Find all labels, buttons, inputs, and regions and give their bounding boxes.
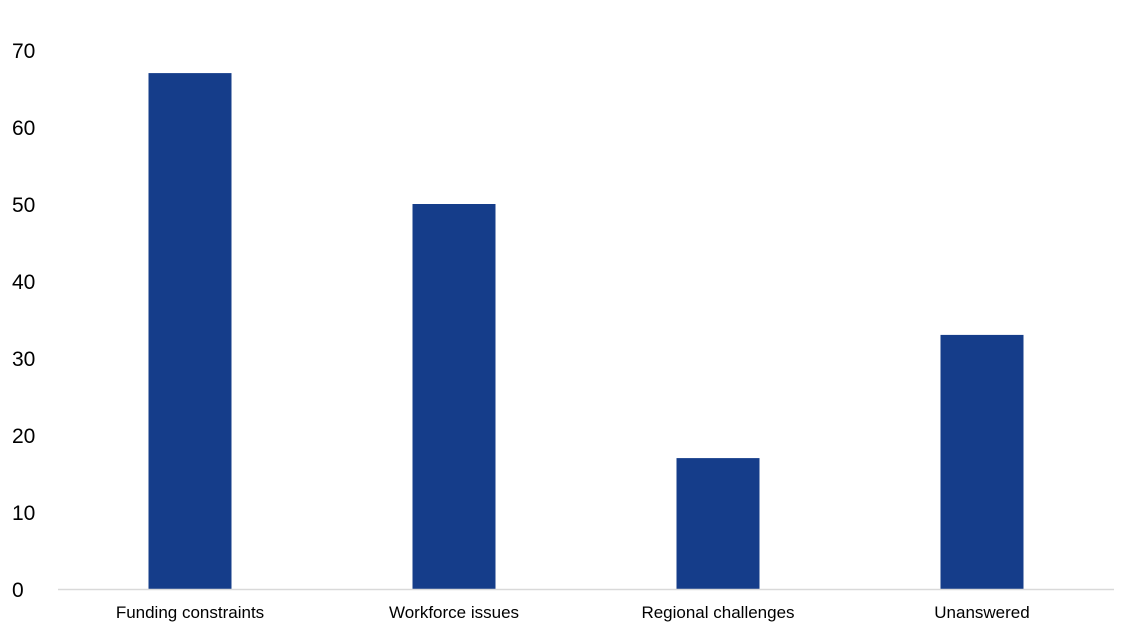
y-tick-label: 40 bbox=[12, 271, 35, 294]
bar bbox=[148, 73, 232, 590]
bar bbox=[676, 458, 760, 589]
bar bbox=[940, 334, 1024, 589]
y-tick-label: 20 bbox=[12, 425, 35, 448]
y-tick-label: 70 bbox=[12, 40, 35, 63]
y-tick-label: 30 bbox=[12, 348, 35, 371]
x-tick-label: Regional challenges bbox=[641, 603, 794, 622]
y-tick-label: 50 bbox=[12, 194, 35, 217]
y-tick-label: 10 bbox=[12, 502, 35, 525]
y-axis-ticks: 0 10 20 30 40 50 60 70 bbox=[12, 40, 35, 602]
x-tick-label: Funding constraints bbox=[116, 603, 264, 622]
x-axis-labels: Funding constraints Workforce issues Regio… bbox=[116, 603, 1030, 622]
bars bbox=[148, 73, 1024, 590]
x-tick-label: Workforce issues bbox=[389, 603, 519, 622]
y-tick-label: 60 bbox=[12, 117, 35, 140]
y-tick-label: 0 bbox=[12, 579, 24, 602]
bar bbox=[412, 204, 496, 589]
x-tick-label: Unanswered bbox=[934, 603, 1029, 622]
